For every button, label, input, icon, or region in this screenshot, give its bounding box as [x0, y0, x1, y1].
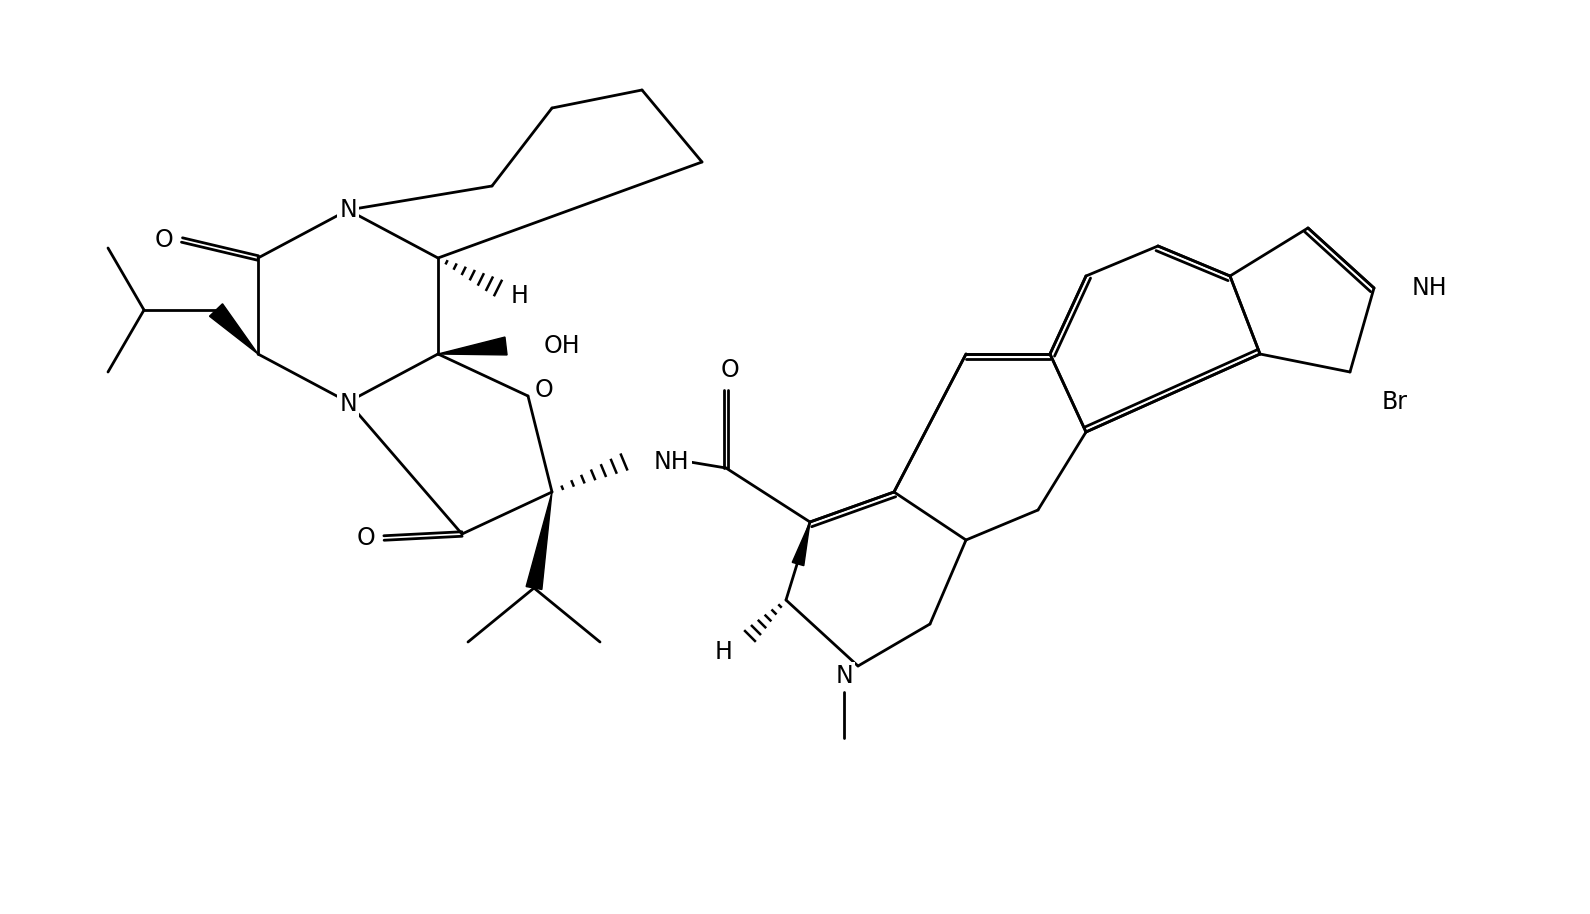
Text: O: O [720, 358, 739, 382]
Text: N: N [339, 198, 356, 222]
Text: H: H [716, 640, 733, 664]
Text: OH: OH [544, 334, 580, 358]
Text: N: N [339, 392, 356, 416]
Polygon shape [526, 492, 552, 590]
Polygon shape [437, 337, 507, 355]
Text: H: H [510, 284, 529, 308]
Text: NH: NH [1412, 276, 1447, 300]
Text: O: O [154, 228, 173, 252]
Polygon shape [792, 522, 809, 566]
Text: O: O [356, 526, 375, 550]
Polygon shape [210, 303, 258, 354]
Text: Br: Br [1382, 390, 1409, 414]
Text: N: N [835, 664, 852, 688]
Text: O: O [534, 378, 553, 402]
Text: NH: NH [653, 450, 690, 474]
